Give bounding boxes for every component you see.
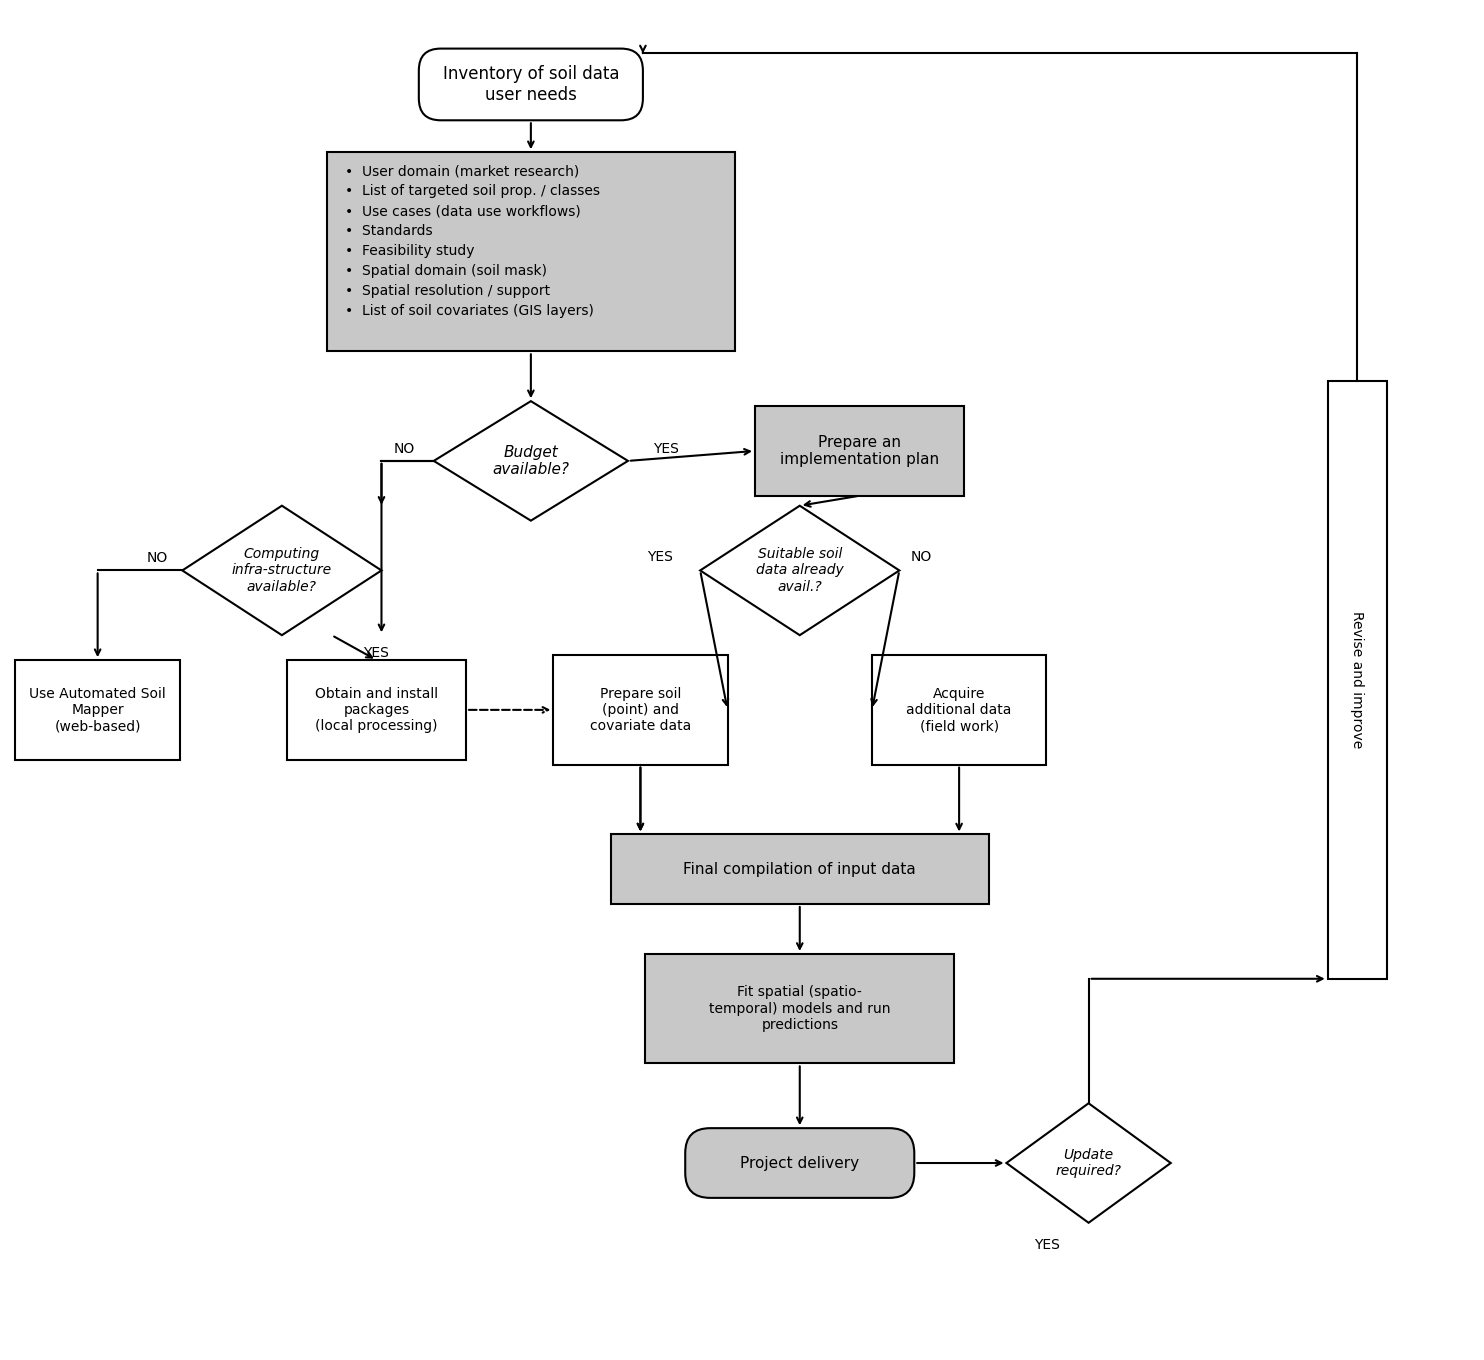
FancyBboxPatch shape <box>686 1129 914 1198</box>
Polygon shape <box>1006 1103 1171 1223</box>
Text: Inventory of soil data
user needs: Inventory of soil data user needs <box>442 65 619 103</box>
Text: Project delivery: Project delivery <box>741 1156 859 1171</box>
Bar <box>326 152 735 351</box>
Bar <box>286 660 466 760</box>
Polygon shape <box>433 401 628 521</box>
Text: Update
required?: Update required? <box>1055 1148 1122 1178</box>
Text: Suitable soil
data already
avail.?: Suitable soil data already avail.? <box>755 547 843 594</box>
Text: YES: YES <box>647 549 674 563</box>
Polygon shape <box>183 506 381 635</box>
Bar <box>554 656 727 764</box>
Bar <box>755 407 965 496</box>
Text: Fit spatial (spatio-
temporal) models and run
predictions: Fit spatial (spatio- temporal) models an… <box>709 986 890 1032</box>
Text: YES: YES <box>1034 1238 1061 1251</box>
Text: YES: YES <box>653 442 678 456</box>
Bar <box>1328 381 1388 979</box>
Text: YES: YES <box>364 646 389 660</box>
FancyBboxPatch shape <box>418 49 643 120</box>
Text: NO: NO <box>147 552 168 566</box>
Text: Prepare soil
(point) and
covariate data: Prepare soil (point) and covariate data <box>589 687 692 733</box>
Text: Final compilation of input data: Final compilation of input data <box>684 862 916 877</box>
Text: Use Automated Soil
Mapper
(web-based): Use Automated Soil Mapper (web-based) <box>30 687 166 733</box>
Text: Budget
available?: Budget available? <box>493 445 570 477</box>
Text: NO: NO <box>911 549 932 563</box>
Text: NO: NO <box>393 442 414 456</box>
Text: Obtain and install
packages
(local processing): Obtain and install packages (local proce… <box>315 687 438 733</box>
Text: Acquire
additional data
(field work): Acquire additional data (field work) <box>907 687 1012 733</box>
Bar <box>873 656 1046 764</box>
Polygon shape <box>700 506 899 635</box>
Bar <box>646 953 954 1064</box>
Text: •  User domain (market research)
•  List of targeted soil prop. / classes
•  Use: • User domain (market research) • List o… <box>344 165 600 318</box>
Bar <box>610 835 988 904</box>
Text: Revise and improve: Revise and improve <box>1350 612 1364 748</box>
Text: Prepare an
implementation plan: Prepare an implementation plan <box>781 435 939 466</box>
Bar <box>15 660 180 760</box>
Text: Computing
infra-structure
available?: Computing infra-structure available? <box>232 547 332 594</box>
